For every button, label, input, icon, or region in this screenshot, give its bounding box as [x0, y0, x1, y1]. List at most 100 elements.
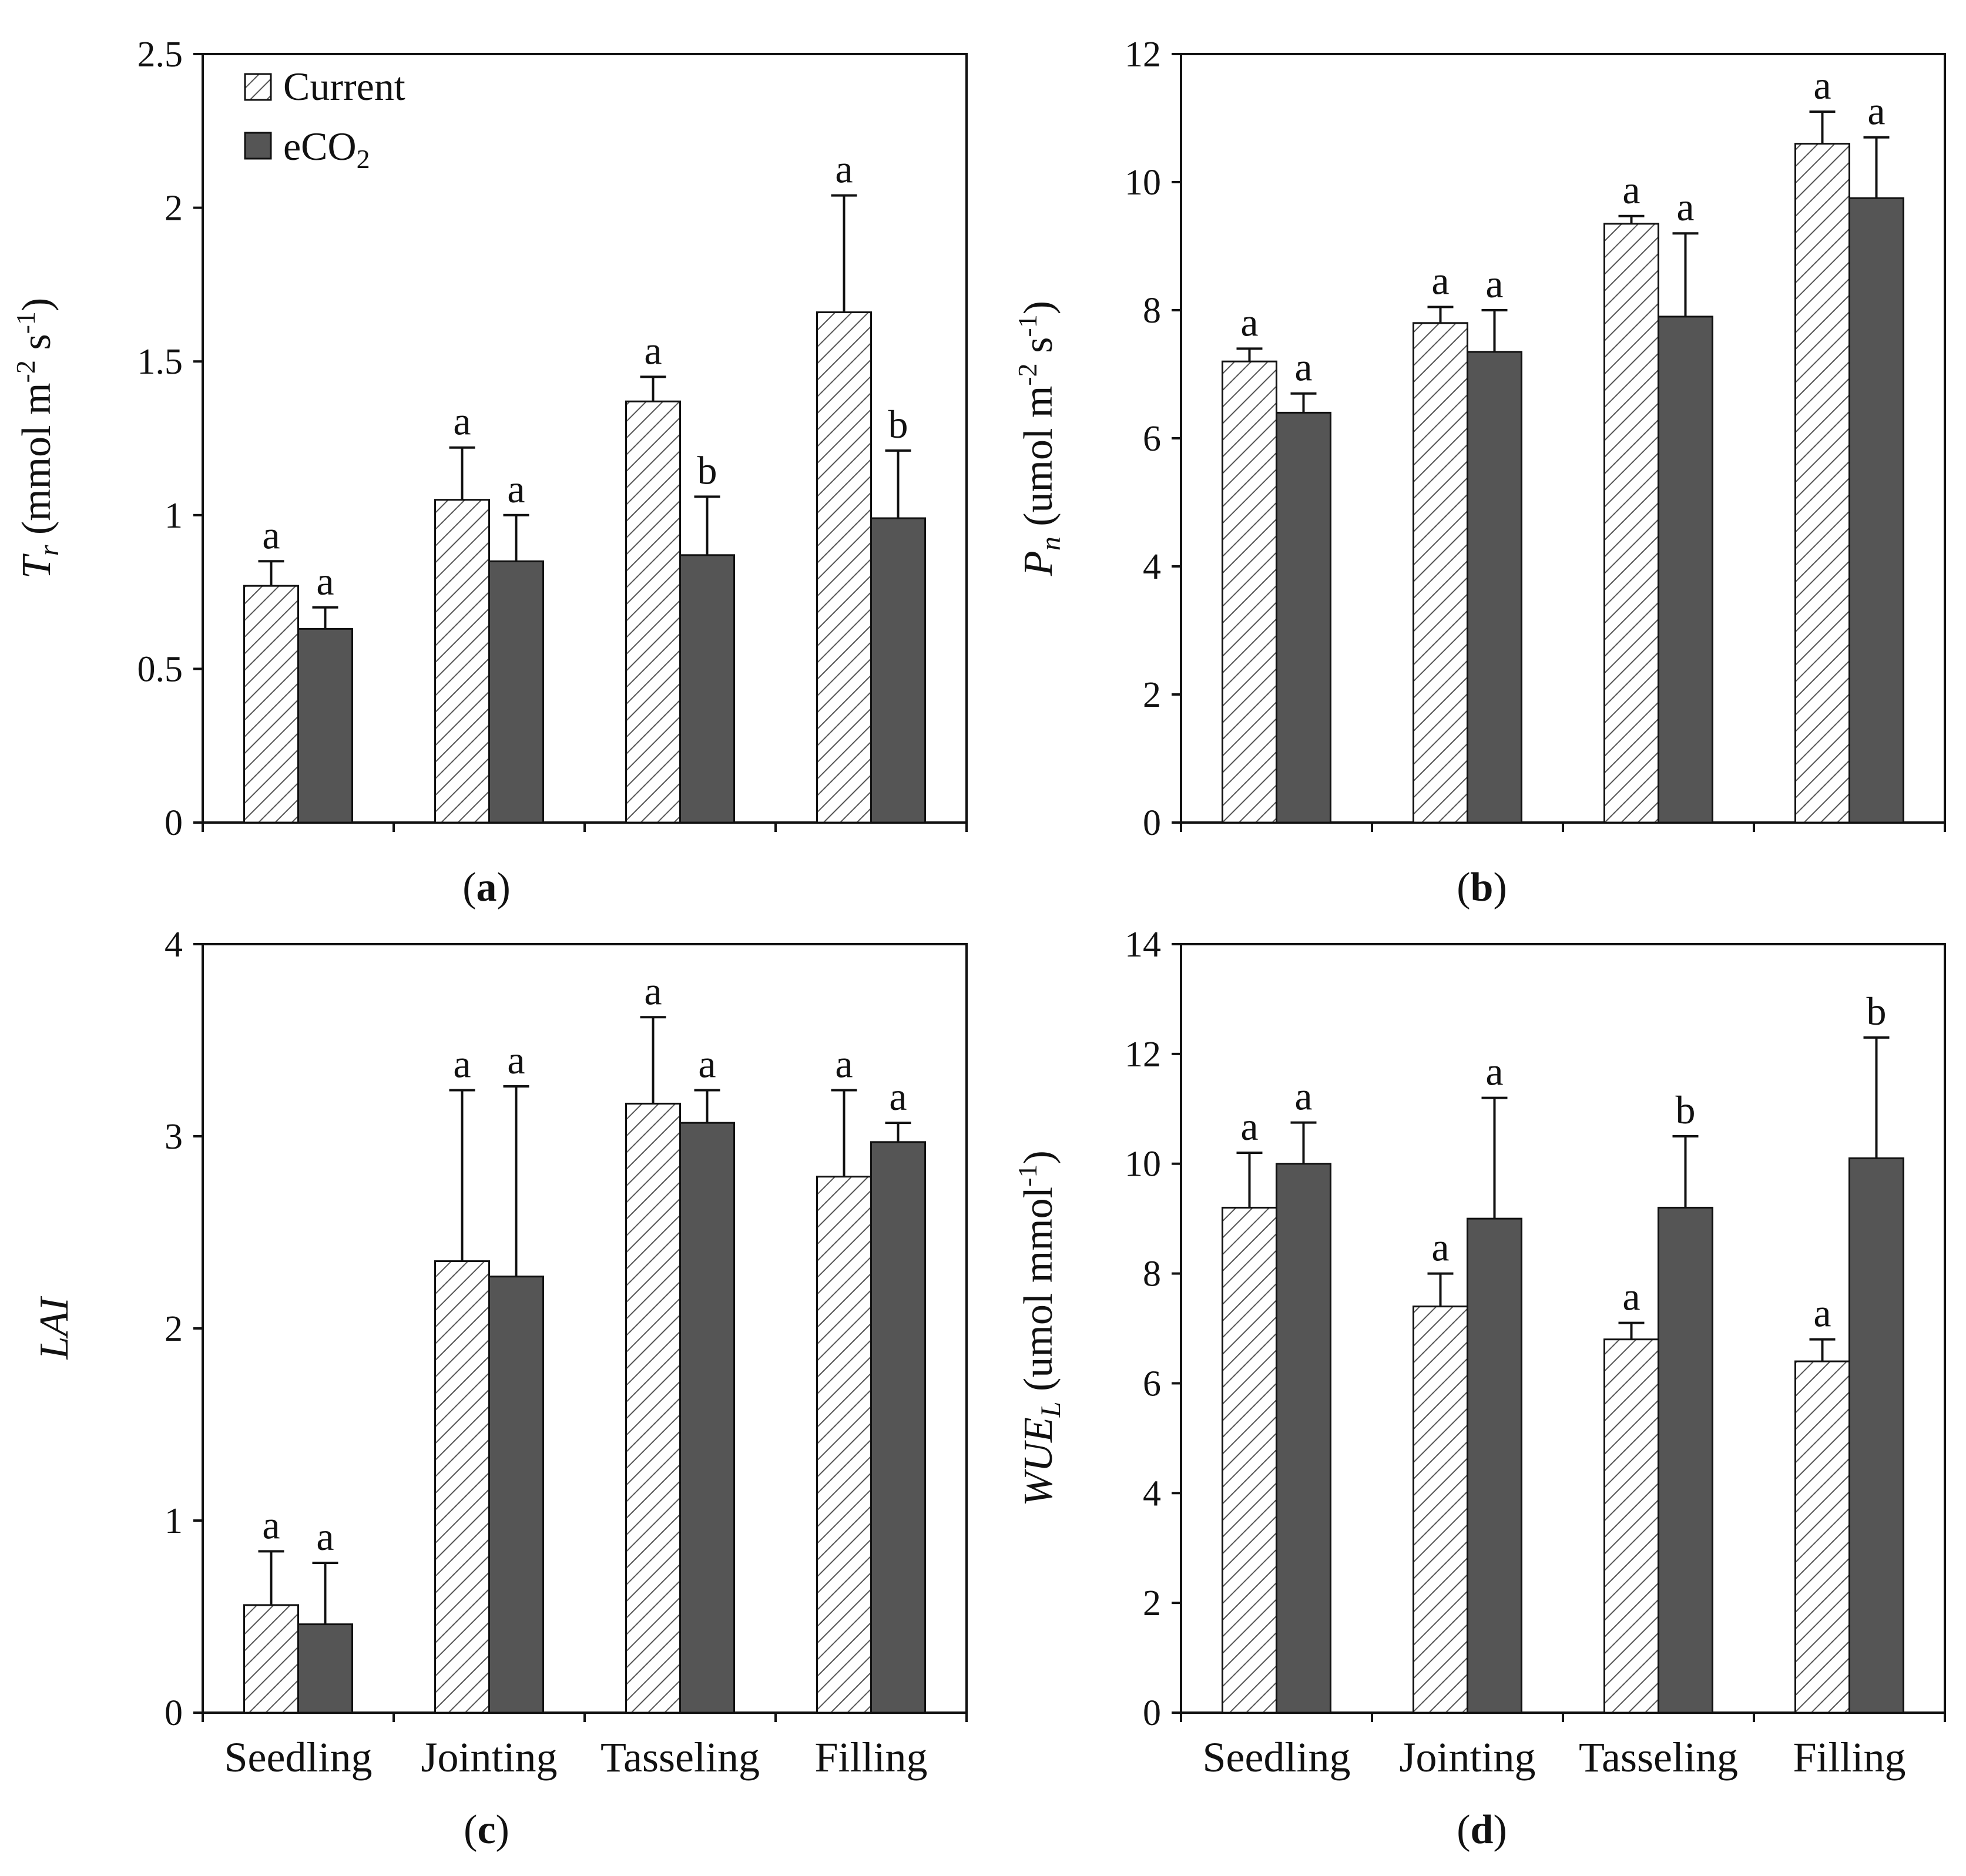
panel-letter: c [477, 1807, 495, 1852]
legend-eco2-text: eCO [283, 124, 357, 169]
bar-eco2 [488, 1276, 544, 1714]
significance-letter: a [1485, 261, 1503, 306]
bar-eco2 [1658, 316, 1713, 824]
panel-letter: d [1471, 1807, 1494, 1852]
significance-letter: a [835, 1042, 853, 1086]
y-tick-label: 0 [165, 1693, 183, 1733]
y-tick-label: 2.5 [137, 35, 183, 75]
x-category-label: Jointing [1399, 1734, 1535, 1781]
y-axis-label: WUEL (umol mmol-1) [1012, 1150, 1066, 1506]
panel-letter: a [477, 865, 497, 910]
y-axis-ticks: 0 2 4 6 8 10 12 [1125, 35, 1946, 843]
bar-current [1794, 1360, 1850, 1714]
bar-eco2 [870, 1141, 926, 1714]
bar-current [434, 499, 490, 824]
significance-letter: a [1622, 1274, 1640, 1319]
bar-current [816, 1176, 872, 1714]
y-tick-label: 0 [1143, 803, 1161, 843]
x-axis-categories: Seedling Jointing Tasseling Filling [224, 1734, 928, 1781]
y-tick-label: 10 [1125, 1145, 1161, 1184]
x-axis-categories: Seedling Jointing Tasseling Filling [1203, 1734, 1906, 1781]
x-category-label: Seedling [224, 1734, 373, 1781]
significance-letter: a [1294, 1074, 1312, 1119]
significance-letter: a [453, 1042, 471, 1086]
bar-eco2 [1276, 1163, 1331, 1714]
y-tick-label: 14 [1125, 925, 1161, 965]
significance-letter: a [1676, 184, 1694, 229]
y-tick-label: 4 [1143, 547, 1161, 587]
significance-letter: a [1240, 300, 1258, 344]
bar-current [1222, 360, 1277, 824]
y-tick-label: 3 [165, 1117, 183, 1157]
ylabel-close: ) [1016, 301, 1061, 314]
ylabel-mid: s [1016, 337, 1061, 364]
significance-letter: b [697, 448, 717, 492]
significance-letter: a [698, 1042, 716, 1086]
ylabel-symbol: WUE [1016, 1417, 1061, 1506]
y-axis-label: Pn (umol m-2 s-1) [1012, 301, 1066, 576]
y-tick-label: 1 [165, 1501, 183, 1541]
y-axis-ticks: 0 0.5 1 1.5 2 2.5 [137, 35, 968, 843]
ylabel-exponent-2: -1 [11, 311, 41, 334]
y-tick-label: 2 [1143, 675, 1161, 715]
bar-eco2 [297, 1623, 353, 1714]
y-tick-label: 10 [1125, 163, 1161, 203]
y-axis-label: LAI [32, 1296, 77, 1360]
panel-label: (b) [1457, 865, 1507, 910]
significance-letter: a [1240, 1104, 1258, 1149]
x-category-label: Tasseling [1579, 1734, 1738, 1781]
bar-eco2 [1467, 351, 1522, 824]
x-category-label: Filling [814, 1734, 927, 1781]
significance-letter: a [262, 512, 280, 557]
bar-eco2 [870, 517, 926, 824]
significance-letter: a [316, 559, 334, 603]
x-category-label: Filling [1793, 1734, 1905, 1781]
significance-letter: a [1867, 89, 1885, 133]
bar-eco2 [679, 554, 735, 824]
legend: Current eCO2 [244, 64, 405, 174]
significance-letter: a [316, 1514, 334, 1559]
legend-current-swatch [244, 73, 272, 101]
y-tick-label: 1.5 [137, 342, 183, 382]
bar-current [243, 585, 299, 824]
y-axis-ticks: 0 1 2 3 4 [165, 925, 968, 1733]
y-tick-label: 0 [165, 803, 183, 843]
bar-current [1794, 143, 1850, 824]
y-axis-label: Tr (mmol m-2 s-1) [11, 298, 65, 579]
significance-letter: b [888, 402, 908, 447]
significance-letter: a [644, 968, 662, 1013]
y-tick-label: 8 [1143, 291, 1161, 331]
bar-eco2 [1276, 411, 1331, 824]
bar-current [1603, 1338, 1659, 1714]
bar-current [1222, 1206, 1277, 1714]
bar-eco2 [1467, 1217, 1522, 1714]
y-tick-label: 12 [1125, 1035, 1161, 1075]
bar-current [434, 1260, 490, 1714]
ylabel-mid: s [14, 334, 59, 360]
y-tick-label: 2 [165, 1309, 183, 1349]
significance-letter: a [1431, 1225, 1449, 1270]
ylabel-exponent-1: -2 [1012, 363, 1042, 385]
bar-eco2 [1658, 1206, 1713, 1714]
ylabel-subscript: L [1035, 1401, 1066, 1418]
legend-current-label: Current [283, 64, 405, 109]
significance-letter: a [507, 467, 525, 511]
legend-eco2-subscript: 2 [357, 144, 370, 174]
ylabel-units: (umol mmol [1016, 1187, 1061, 1402]
y-tick-label: 0 [1143, 1693, 1161, 1733]
legend-eco2-swatch [244, 132, 272, 160]
panel-letter: b [1471, 865, 1494, 910]
panel-label: (d) [1457, 1807, 1507, 1852]
bar-current [1413, 322, 1468, 824]
ylabel-symbol: LAI [32, 1296, 77, 1360]
bar-current [1413, 1306, 1468, 1714]
ylabel-close: ) [1016, 1150, 1061, 1164]
ylabel-close: ) [14, 298, 59, 311]
bar-eco2 [297, 627, 353, 824]
y-tick-label: 12 [1125, 35, 1161, 75]
